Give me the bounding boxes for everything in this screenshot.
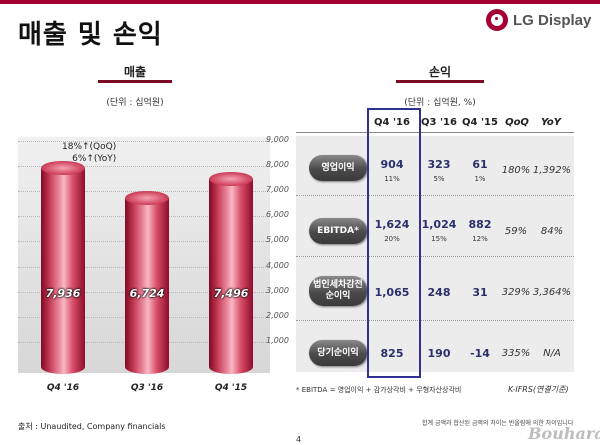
y-tick-label: 8,000 [266,160,289,170]
table-cell: 190 [427,347,451,360]
pnl-section-title: 손익 [428,65,452,79]
col-header-q3-16: Q3 '16 [421,117,457,128]
top-accent-bar [0,0,600,4]
accounting-standard: K-IFRS(연결기준) [508,385,569,394]
y-tick-label: 5,000 [266,235,289,245]
table-cell-qoq: 59% [504,226,528,237]
table-cell: 248 [427,286,451,299]
table-cell-qoq: 329% [501,287,531,298]
y-tick-label: 2,000 [266,310,289,320]
table-cell-margin: 11% [384,175,400,183]
pnl-title-underline [396,80,484,83]
page-title: 매출 및 손익 [18,20,163,50]
row-label-net-income: 당기순이익 [309,340,367,366]
row-divider [296,195,574,196]
row-divider [296,256,574,257]
x-category-label: Q4 '16 [46,383,80,393]
table-cell-yoy: 3,364% [532,287,572,298]
y-tick-label: 7,000 [266,185,289,195]
row-divider [296,320,574,321]
revenue-growth: 18%↑(QoQ) 6%↑(YoY) [62,141,116,165]
table-cell: 904 [380,158,404,171]
table-cell: 882 [468,218,492,231]
revenue-section-title: 매출 [123,65,147,79]
bar-value-label: 6,724 [129,286,165,300]
revenue-title-underline [98,80,172,83]
table-cell: 31 [472,286,488,299]
table-cell-qoq: 180% [501,165,531,176]
rounding-note: 합계 금액과 합산된 금액의 차이는 반올림에 의한 차이입니다 [422,420,574,427]
table-cell: 323 [427,158,451,171]
table-header-rule [296,132,574,133]
table-cell-yoy: N/A [543,348,561,359]
row-label-ebitda: EBITDA* [309,218,367,244]
growth-yoy: 6%↑(YoY) [72,154,117,164]
table-cell: 1,024 [421,218,457,231]
col-header-q4-16: Q4 '16 [374,117,410,128]
revenue-chart: 1,000 2,000 3,000 4,000 5,000 6,000 7,000 8,000… [18,135,289,374]
gridline [18,166,270,168]
y-tick-label: 9,000 [266,135,289,144]
page-number: 4 [296,435,302,444]
table-cell: -14 [470,347,490,360]
x-category-label: Q4 '15 [214,383,248,393]
row-label-pretax-income: 법인세차감전 순이익 [309,276,367,306]
logo-text: LG Display [513,11,592,29]
table-cell-margin: 20% [384,235,400,243]
revenue-bar: 7,496 [209,171,253,374]
y-tick-label: 1,000 [266,335,289,345]
table-cell-margin: 12% [472,235,488,243]
revenue-unit: (단위 : 십억원) [106,98,164,108]
gridline [18,141,270,142]
revenue-bar: 6,724 [125,191,169,374]
lg-face-icon [486,9,508,31]
ebitda-footnote: * EBITDA = 영업이익 + 감가상각비 + 무형자산상각비 [296,386,462,394]
bar-value-label: 7,936 [45,286,81,300]
growth-qoq: 18%↑(QoQ) [62,142,117,152]
current-quarter-highlight [367,108,421,378]
col-header-q4-15: Q4 '15 [462,117,498,128]
pnl-unit: (단위 : 십억원, %) [404,98,476,108]
table-cell-qoq: 335% [501,348,531,359]
brand-logo: LG Display [486,8,591,32]
bar-value-label: 7,496 [213,286,249,300]
col-header-qoq: QoQ [505,117,529,128]
table-cell: 61 [472,158,488,171]
table-cell-yoy: 84% [540,226,564,237]
y-tick-label: 4,000 [266,260,289,270]
source-note: 출처 : Unaudited, Company financials [18,422,166,431]
table-cell: 825 [380,347,404,360]
table-cell-yoy: 1,392% [532,165,572,176]
table-cell-margin: 1% [474,175,486,183]
watermark: Bouhara [528,424,600,443]
table-cell-margin: 15% [431,235,447,243]
row-label-operating-profit: 영업이익 [309,155,367,181]
x-category-label: Q3 '16 [130,383,164,393]
table-cell: 1,624 [374,218,410,231]
revenue-bar: 7,936 [41,160,85,374]
y-tick-label: 3,000 [266,285,289,295]
y-tick-label: 6,000 [266,210,289,220]
table-cell: 1,065 [374,286,410,299]
table-cell-margin: 5% [433,175,445,183]
col-header-yoy: YoY [540,117,562,128]
